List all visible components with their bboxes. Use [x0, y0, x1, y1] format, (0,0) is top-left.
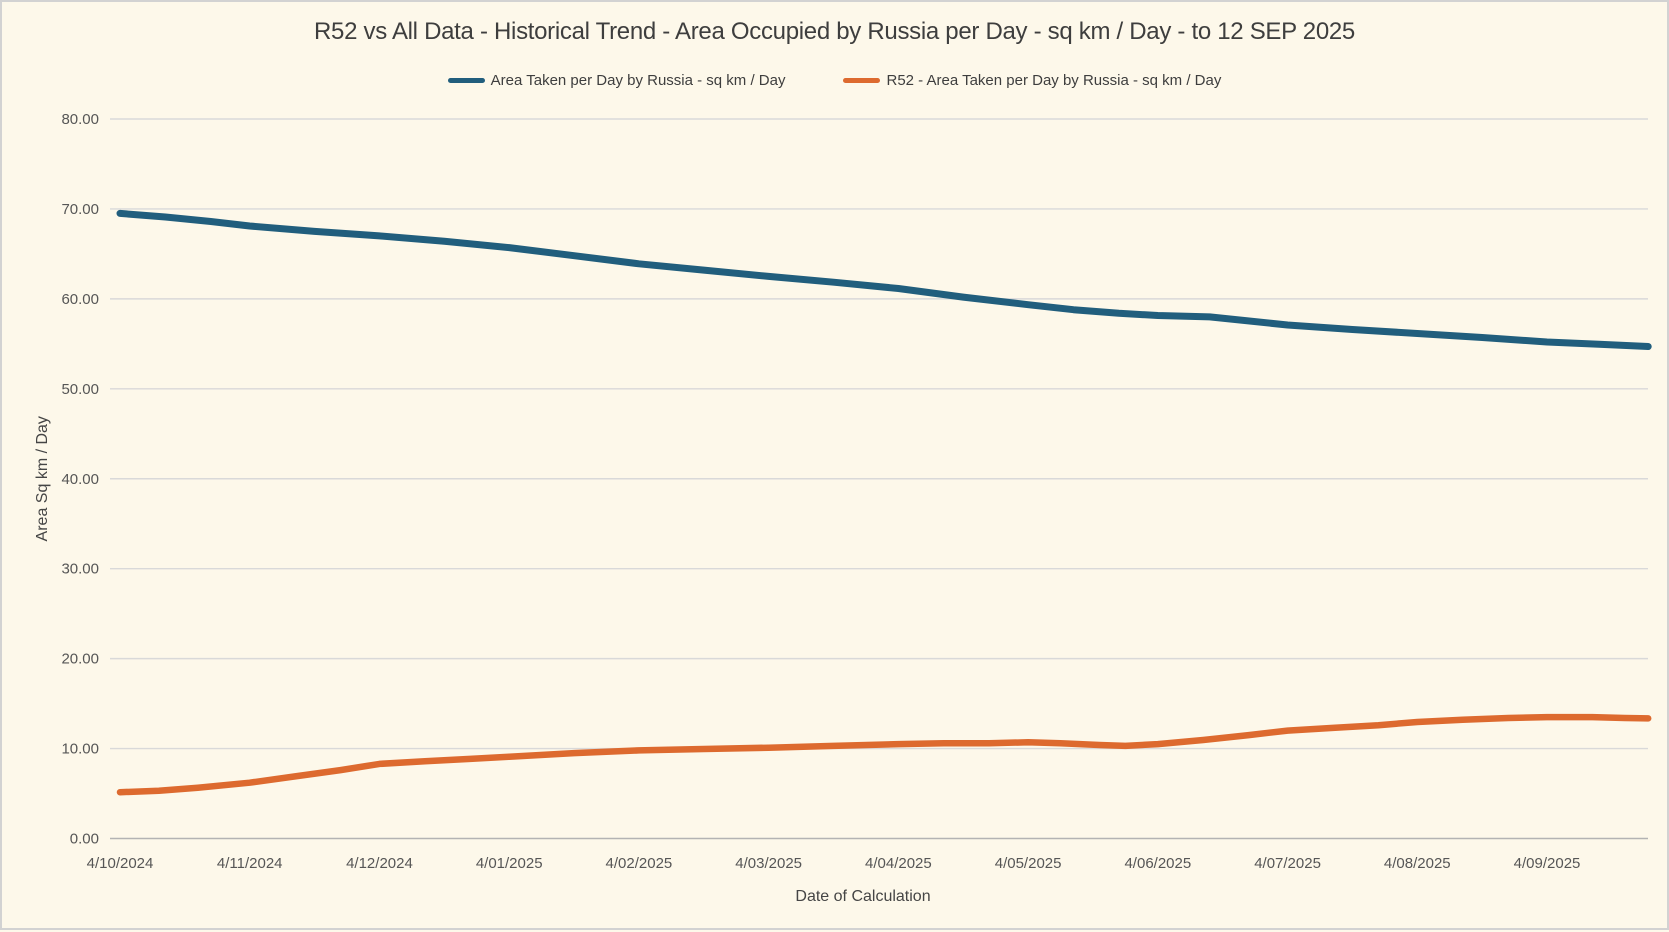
y-tick-label: 70.00: [61, 201, 99, 218]
x-tick-label: 4/07/2025: [1254, 855, 1321, 872]
x-tick-label: 4/12/2024: [346, 855, 413, 872]
series-line-0: [116, 209, 1652, 350]
y-tick-label: 30.00: [61, 561, 99, 578]
legend-swatch-icon: [447, 78, 485, 83]
x-tick-label: 4/03/2025: [735, 855, 802, 872]
y-axis-title: Area Sq km / Day: [34, 416, 51, 541]
y-tick-label: 80.00: [61, 111, 99, 128]
x-tick-label: 4/09/2025: [1514, 855, 1581, 872]
x-tick-label: 4/11/2024: [217, 855, 283, 872]
x-tick-label: 4/06/2025: [1124, 855, 1191, 872]
x-tick-label: 4/05/2025: [995, 855, 1062, 872]
legend-swatch-icon: [843, 78, 881, 83]
y-tick-label: 50.00: [61, 381, 99, 398]
y-tick-label: 60.00: [61, 291, 99, 308]
x-axis-title: Date of Calculation: [795, 888, 930, 905]
x-tick-label: 4/10/2024: [87, 855, 154, 872]
series-line-1: [116, 713, 1652, 796]
y-tick-label: 10.00: [61, 741, 99, 758]
x-tick-label: 4/04/2025: [865, 855, 932, 872]
legend: Area Taken per Day by Russia - sq km / D…: [2, 72, 1667, 89]
y-tick-label: 20.00: [61, 651, 99, 668]
legend-item-0: Area Taken per Day by Russia - sq km / D…: [447, 72, 786, 89]
x-tick-label: 4/08/2025: [1384, 855, 1451, 872]
chart-title: R52 vs All Data - Historical Trend - Are…: [314, 18, 1355, 45]
x-tick-label: 4/02/2025: [606, 855, 673, 872]
y-tick-label: 40.00: [61, 471, 99, 488]
legend-label: R52 - Area Taken per Day by Russia - sq …: [886, 72, 1222, 89]
legend-label: Area Taken per Day by Russia - sq km / D…: [490, 72, 786, 89]
legend-item-1: R52 - Area Taken per Day by Russia - sq …: [843, 72, 1221, 89]
y-tick-label: 0.00: [70, 831, 99, 848]
x-tick-label: 4/01/2025: [476, 855, 543, 872]
